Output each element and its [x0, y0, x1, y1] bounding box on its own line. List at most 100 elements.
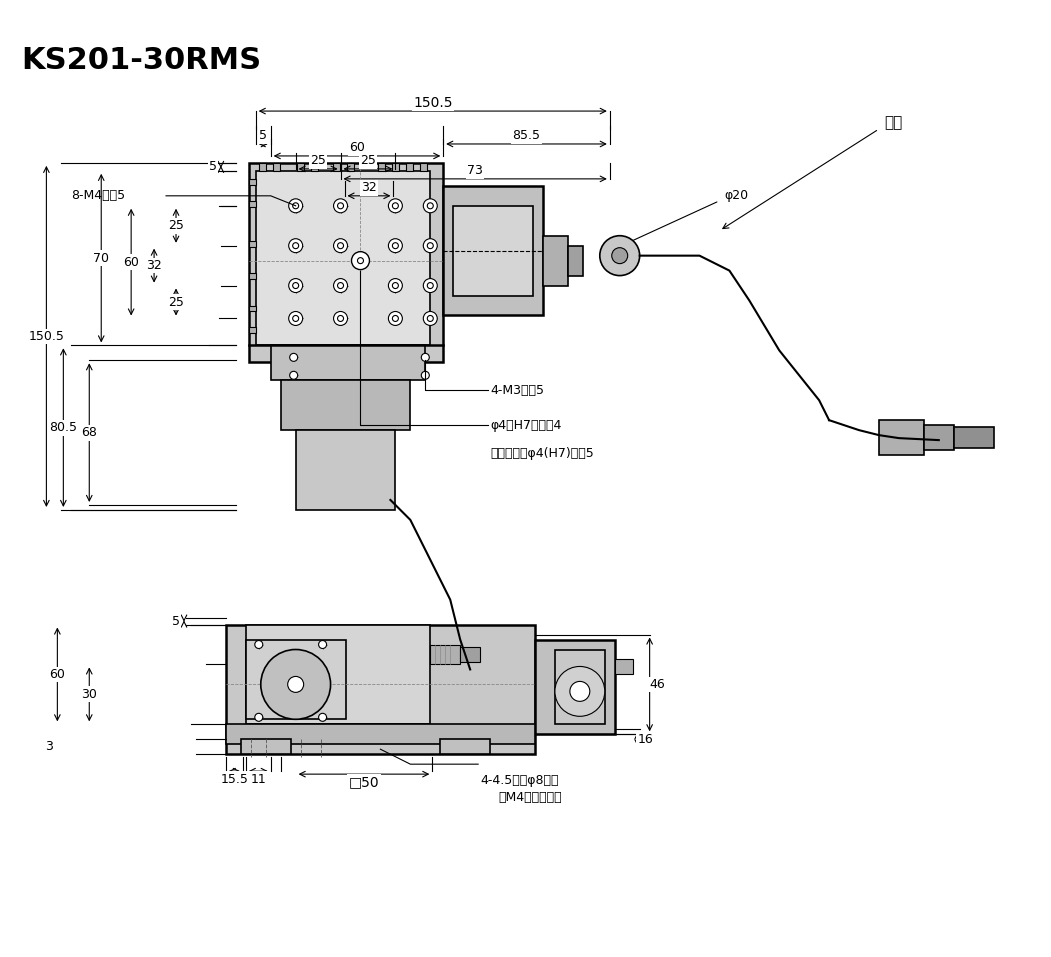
Circle shape — [392, 203, 398, 209]
Circle shape — [428, 282, 433, 289]
FancyBboxPatch shape — [453, 206, 533, 296]
Circle shape — [333, 238, 348, 253]
Text: 4-4.5通孔φ8沉孔: 4-4.5通孔φ8沉孔 — [480, 774, 559, 788]
Text: □50: □50 — [349, 775, 379, 790]
FancyBboxPatch shape — [543, 235, 568, 285]
Text: 60: 60 — [349, 142, 365, 154]
Circle shape — [292, 243, 298, 249]
Text: 150.5: 150.5 — [28, 330, 64, 343]
Circle shape — [424, 238, 437, 253]
Circle shape — [600, 235, 640, 276]
Circle shape — [261, 650, 331, 720]
Circle shape — [337, 316, 344, 322]
Circle shape — [424, 199, 437, 212]
FancyBboxPatch shape — [879, 420, 924, 456]
Circle shape — [428, 316, 433, 322]
Text: 73: 73 — [468, 165, 483, 177]
Circle shape — [333, 199, 348, 212]
Circle shape — [337, 243, 344, 249]
Circle shape — [318, 640, 327, 649]
Circle shape — [389, 238, 403, 253]
FancyBboxPatch shape — [440, 650, 486, 684]
Circle shape — [333, 311, 348, 325]
Text: 8-M4深度5: 8-M4深度5 — [71, 189, 125, 202]
FancyBboxPatch shape — [249, 305, 255, 311]
FancyBboxPatch shape — [535, 639, 615, 734]
Text: 46: 46 — [650, 678, 665, 691]
FancyBboxPatch shape — [347, 163, 353, 171]
FancyBboxPatch shape — [259, 163, 266, 171]
FancyBboxPatch shape — [486, 657, 515, 679]
Text: 5: 5 — [209, 161, 217, 173]
Circle shape — [290, 371, 297, 379]
Circle shape — [428, 203, 433, 209]
Circle shape — [337, 203, 344, 209]
Circle shape — [318, 713, 327, 722]
FancyBboxPatch shape — [249, 163, 444, 363]
Text: KS201-30RMS: KS201-30RMS — [21, 46, 262, 76]
Text: φ20: φ20 — [724, 189, 748, 202]
FancyBboxPatch shape — [407, 163, 413, 171]
Text: 旋鈕: 旋鈕 — [884, 116, 902, 130]
Circle shape — [337, 282, 344, 289]
Circle shape — [428, 243, 433, 249]
Text: 自反面開孔φ4(H7)深度5: 自反面開孔φ4(H7)深度5 — [490, 447, 594, 459]
Circle shape — [357, 257, 364, 263]
Circle shape — [421, 353, 429, 362]
FancyBboxPatch shape — [615, 659, 633, 675]
FancyBboxPatch shape — [273, 163, 280, 171]
Text: 30: 30 — [81, 688, 97, 701]
Text: 150.5: 150.5 — [413, 96, 453, 110]
Circle shape — [289, 238, 303, 253]
FancyBboxPatch shape — [226, 625, 535, 754]
Text: 80.5: 80.5 — [49, 421, 78, 434]
Circle shape — [612, 248, 627, 263]
Text: 16: 16 — [638, 733, 654, 746]
FancyBboxPatch shape — [249, 201, 255, 207]
FancyBboxPatch shape — [953, 427, 993, 448]
Circle shape — [421, 371, 429, 379]
Circle shape — [424, 278, 437, 293]
FancyBboxPatch shape — [255, 171, 430, 345]
Text: 25: 25 — [168, 219, 184, 233]
Circle shape — [389, 278, 403, 293]
Text: 25: 25 — [168, 296, 184, 308]
FancyBboxPatch shape — [430, 644, 460, 664]
Text: φ4（H7）深度4: φ4（H7）深度4 — [490, 418, 561, 432]
Circle shape — [292, 316, 298, 322]
FancyBboxPatch shape — [295, 430, 395, 510]
Text: 60: 60 — [49, 668, 65, 681]
FancyBboxPatch shape — [281, 380, 410, 430]
Circle shape — [555, 666, 604, 716]
FancyBboxPatch shape — [226, 724, 535, 745]
FancyBboxPatch shape — [444, 186, 543, 316]
Text: 85.5: 85.5 — [513, 129, 540, 143]
FancyBboxPatch shape — [378, 163, 386, 171]
FancyBboxPatch shape — [271, 345, 426, 380]
FancyBboxPatch shape — [420, 163, 428, 171]
Circle shape — [389, 311, 403, 325]
FancyBboxPatch shape — [249, 179, 255, 185]
Text: 15.5: 15.5 — [221, 772, 248, 786]
Circle shape — [424, 311, 437, 325]
Text: 32: 32 — [146, 259, 162, 272]
FancyBboxPatch shape — [555, 650, 604, 724]
Circle shape — [570, 681, 590, 701]
FancyBboxPatch shape — [296, 163, 304, 171]
Text: （M4用螺栓孔）: （M4用螺栓孔） — [498, 791, 561, 804]
Circle shape — [392, 316, 398, 322]
Circle shape — [292, 282, 298, 289]
Circle shape — [289, 278, 303, 293]
FancyBboxPatch shape — [246, 639, 346, 720]
FancyBboxPatch shape — [332, 163, 339, 171]
Circle shape — [351, 252, 370, 270]
FancyBboxPatch shape — [460, 647, 480, 662]
FancyBboxPatch shape — [440, 739, 490, 754]
Text: 25: 25 — [310, 154, 326, 167]
Text: 5: 5 — [260, 129, 267, 143]
Text: 70: 70 — [94, 252, 109, 265]
Text: 68: 68 — [81, 426, 97, 439]
Circle shape — [392, 243, 398, 249]
Text: 5: 5 — [172, 614, 180, 628]
Circle shape — [333, 278, 348, 293]
